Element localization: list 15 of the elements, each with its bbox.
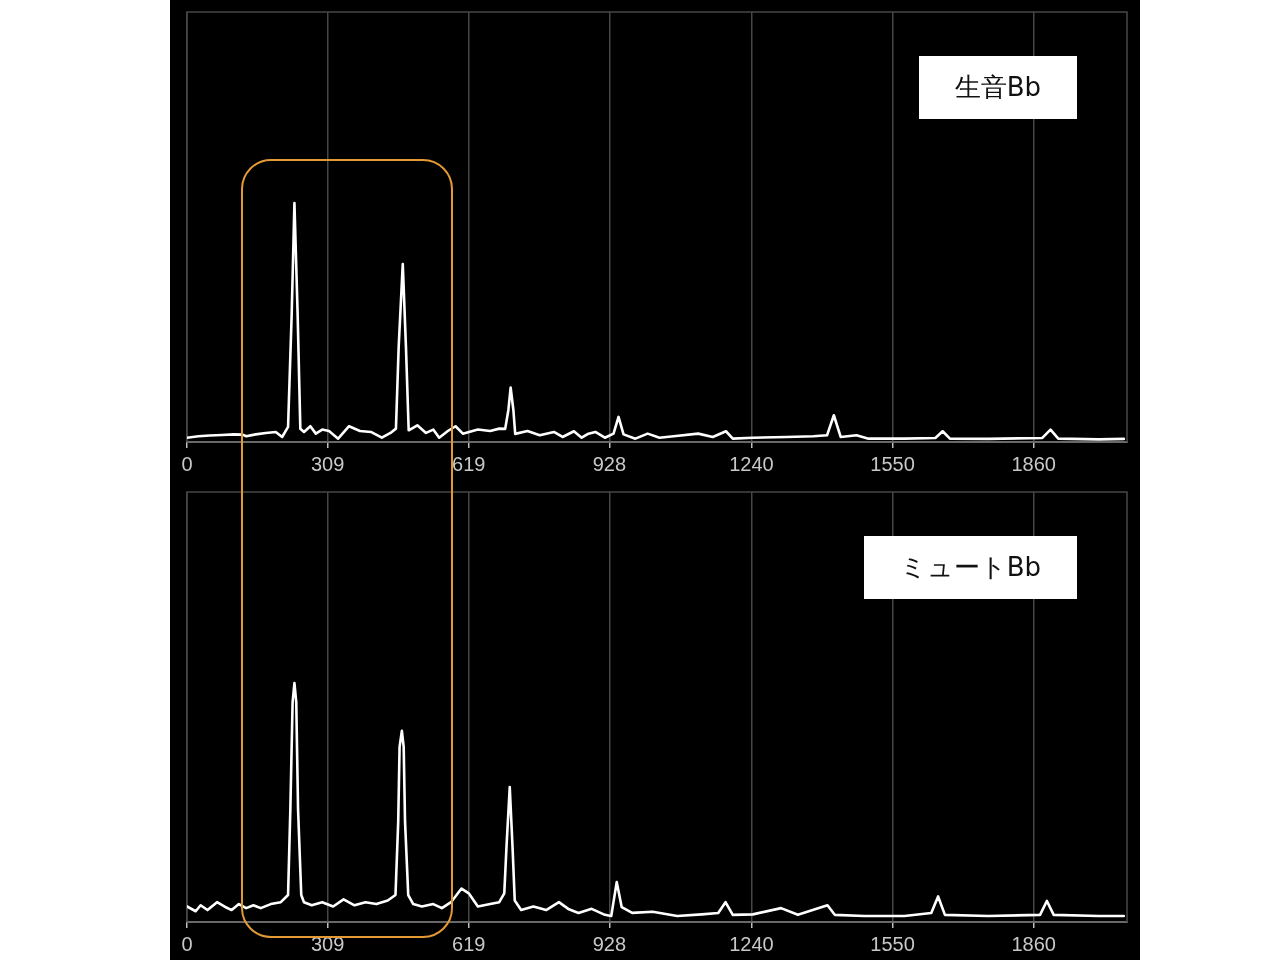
chart-title: ミュートBb [899, 551, 1041, 584]
x-tick-label: 0 [181, 932, 193, 955]
chart-title: 生音Bb [954, 71, 1041, 104]
x-tick-label: 619 [452, 452, 486, 475]
x-tick-label: 928 [592, 932, 627, 955]
x-tick-label: 619 [452, 932, 486, 955]
x-tick-label: 0 [181, 452, 193, 475]
x-tick-label: 1240 [729, 452, 774, 475]
x-tick-label: 928 [592, 452, 627, 475]
x-tick-label: 309 [310, 452, 345, 475]
x-tick-label: 1550 [870, 932, 915, 955]
x-tick-label: 1550 [870, 452, 915, 475]
x-tick-label: 1240 [729, 932, 774, 955]
x-tick-label: 1860 [1011, 932, 1056, 955]
x-tick-label: 1860 [1011, 452, 1056, 475]
